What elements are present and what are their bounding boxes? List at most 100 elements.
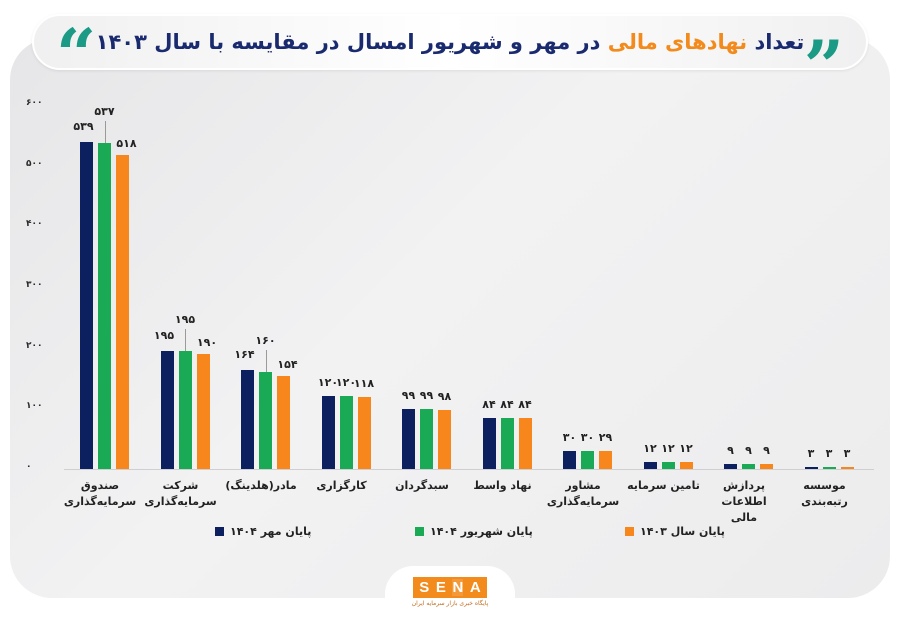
bar: [679, 461, 693, 469]
title-highlight: نهادهای مالی: [607, 30, 748, 54]
category-label: تامین سرمایه: [619, 478, 709, 494]
bar: [482, 418, 496, 469]
logo-letter-a: A: [469, 579, 481, 596]
sena-logo: S E N A: [413, 577, 487, 598]
bar: [500, 418, 514, 469]
category-label-line-1: تامین سرمایه: [627, 479, 700, 492]
value-label: ۸۴: [500, 398, 514, 412]
bar: [518, 418, 532, 469]
value-label: ۳: [807, 447, 815, 460]
value-label: ۹: [745, 443, 752, 457]
category-label-line-2: سرمایه‌گذاری: [144, 495, 217, 508]
title-part-2: در مهر و شهریور امسال در مقایسه با سال ۱…: [95, 30, 601, 54]
legend-label: پایان مهر ۱۴۰۴: [230, 525, 312, 538]
y-tick-label: ۱۰۰: [26, 401, 43, 412]
value-label: ۱۶۴: [234, 347, 255, 361]
bar: [724, 463, 737, 469]
y-tick-label: ۶۰۰: [26, 98, 43, 108]
leader-line: [104, 121, 106, 144]
bar: [116, 154, 129, 469]
value-label: ۱۹۵: [153, 328, 175, 342]
category-label-line-2: سرمایه‌گذاری: [546, 495, 620, 508]
category-label-line-1: مادر(هلدینگ): [225, 479, 297, 492]
category-label-line-1: موسسه رتبه‌بندی: [801, 479, 848, 508]
category-label: نهاد واسط: [458, 478, 548, 494]
value-label: ۱۹۵: [174, 312, 196, 326]
category-label: شرکت سرمایه‌گذاری: [136, 478, 226, 510]
bar: [339, 396, 353, 469]
category-label: مادر(هلدینگ): [216, 478, 306, 494]
legend-item: پایان سال ۱۴۰۳: [625, 525, 725, 538]
value-label: ۹: [727, 443, 734, 457]
leader-line: [265, 349, 267, 372]
y-tick-label: ۵۰۰: [26, 158, 43, 169]
value-label: ۲۹: [598, 431, 613, 445]
value-label: ۳: [843, 447, 851, 460]
category-label-line-1: شرکت: [162, 479, 199, 492]
logo-letter-n: N: [452, 579, 464, 596]
bar: [840, 467, 854, 469]
bar: [277, 375, 290, 469]
x-axis-baseline: [64, 469, 874, 470]
bar: [599, 451, 612, 469]
legend-item: پایان شهریور ۱۴۰۴: [415, 525, 533, 538]
category-label: پردازش اطلاعات مالی: [699, 478, 789, 526]
y-tick-label: ۳۰۰: [26, 280, 43, 290]
value-label: ۱۲: [679, 441, 693, 455]
value-label: ۳۰: [562, 430, 577, 444]
value-label: ۸۴: [482, 398, 496, 412]
value-label: ۳: [825, 447, 833, 460]
legend-item: پایان مهر ۱۴۰۴: [215, 525, 311, 538]
category-label: موسسه رتبه‌بندی: [780, 478, 870, 510]
category-label: مشاور سرمایه‌گذاری: [538, 478, 628, 510]
bar: [661, 461, 675, 469]
bar: [804, 467, 818, 469]
legend-label: پایان شهریور ۱۴۰۴: [430, 525, 533, 538]
bar: [80, 142, 93, 469]
logo-letter-e: E: [435, 579, 446, 596]
value-label: ۱۵۴: [277, 357, 298, 371]
bar: [178, 350, 192, 469]
bar: [321, 396, 335, 469]
legend-swatch: [415, 527, 424, 536]
bar: [357, 397, 371, 469]
value-label: ۸۴: [518, 398, 532, 412]
value-label: ۱۲۰: [317, 376, 339, 390]
value-label: ۱۲: [661, 441, 675, 455]
category-label-line-1: صندوق: [80, 479, 120, 492]
chart-title: تعداد نهادهای مالی در مهر و شهریور امسال…: [96, 30, 805, 54]
category-label: سبدگردان: [377, 478, 467, 494]
category-label: کارگزاری: [297, 478, 387, 494]
value-label: ۹۹: [401, 388, 416, 402]
value-label: ۱۲: [643, 441, 657, 455]
bar: [643, 461, 657, 469]
bar: [581, 450, 594, 469]
bar: [563, 450, 576, 469]
category-label-line-1: مشاور: [565, 479, 601, 492]
quote-open-icon: “: [56, 13, 97, 96]
logo-letter-s: S: [419, 579, 430, 596]
logo-tagline: پایگاه خبری بازار سرمایه ایران: [411, 600, 489, 607]
title-banner: تعداد نهادهای مالی در مهر و شهریور امسال…: [32, 14, 868, 102]
value-label: ۵۱۸: [116, 136, 137, 150]
bar: [402, 408, 415, 469]
y-tick-label: ۲۰۰: [26, 340, 43, 351]
legend-swatch: [625, 527, 634, 536]
category-label-line-1: پردازش اطلاعات: [721, 479, 767, 508]
quote-close-icon: ”: [803, 25, 844, 108]
bar: [196, 353, 210, 469]
category-label-line-1: نهاد واسط: [473, 479, 532, 492]
value-label: ۹۸: [437, 389, 452, 403]
value-label: ۵۳۹: [73, 120, 94, 133]
category-label-line-2: مالی: [730, 511, 758, 524]
leader-line: [185, 328, 186, 351]
value-label: ۳۰: [580, 430, 595, 444]
category-label: صندوق سرمایه‌گذاری: [55, 478, 145, 510]
y-tick-label: ۰: [26, 462, 32, 472]
value-label: ۱۱۸: [353, 377, 375, 391]
category-label-line-1: کارگزاری: [316, 479, 367, 492]
value-label: ۹۹: [419, 388, 434, 402]
value-label: ۹: [763, 443, 770, 457]
value-label: ۱۶۰: [255, 333, 276, 347]
bar: [241, 369, 254, 469]
